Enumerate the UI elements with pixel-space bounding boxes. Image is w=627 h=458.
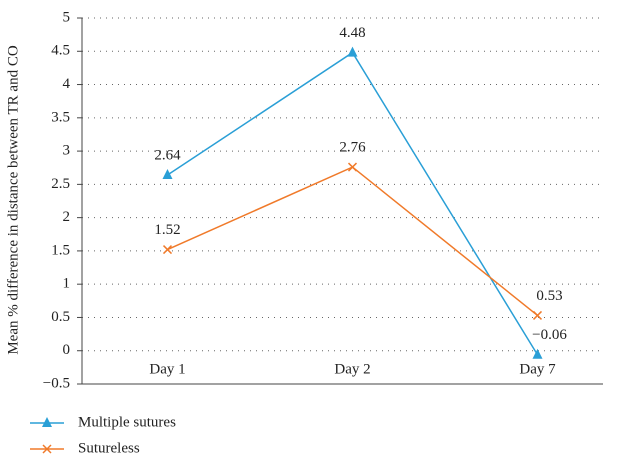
y-tick-label: 3 bbox=[63, 143, 71, 159]
data-label: 4.48 bbox=[339, 25, 365, 41]
y-tick-label: 5 bbox=[63, 9, 71, 25]
marker bbox=[532, 348, 543, 359]
y-tick-label: 0.5 bbox=[51, 309, 70, 325]
y-tick-label: 2 bbox=[63, 209, 71, 225]
marker bbox=[42, 417, 52, 427]
y-tick-label: 2.5 bbox=[51, 176, 70, 192]
marker bbox=[532, 310, 543, 320]
x-tick-label: Day 2 bbox=[334, 361, 370, 377]
data-label: 2.76 bbox=[339, 139, 366, 155]
legend-label: Sutureless bbox=[78, 440, 140, 456]
x-tick-label: Day 7 bbox=[519, 361, 556, 377]
data-label: 1.52 bbox=[154, 222, 180, 238]
data-label: −0.06 bbox=[532, 327, 567, 343]
y-tick-label: 4 bbox=[63, 76, 71, 92]
marker bbox=[162, 169, 173, 180]
y-tick-label: 1.5 bbox=[51, 242, 70, 258]
marker bbox=[347, 46, 358, 57]
y-tick-label: 4.5 bbox=[51, 43, 70, 59]
data-label: 0.53 bbox=[536, 288, 562, 304]
y-axis-label: Mean % difference in distance between TR… bbox=[5, 45, 21, 355]
legend-label: Multiple sutures bbox=[78, 414, 176, 430]
series-line bbox=[167, 51, 539, 356]
series-line bbox=[167, 166, 538, 317]
marker bbox=[162, 245, 173, 255]
y-tick-label: 1 bbox=[63, 276, 71, 292]
y-tick-label: 0 bbox=[63, 342, 71, 358]
y-tick-label: −0.5 bbox=[43, 375, 70, 391]
marker bbox=[42, 444, 52, 454]
y-tick-label: 3.5 bbox=[51, 109, 70, 125]
data-label: 2.64 bbox=[154, 147, 181, 163]
marker bbox=[347, 162, 358, 172]
x-tick-label: Day 1 bbox=[149, 361, 185, 377]
